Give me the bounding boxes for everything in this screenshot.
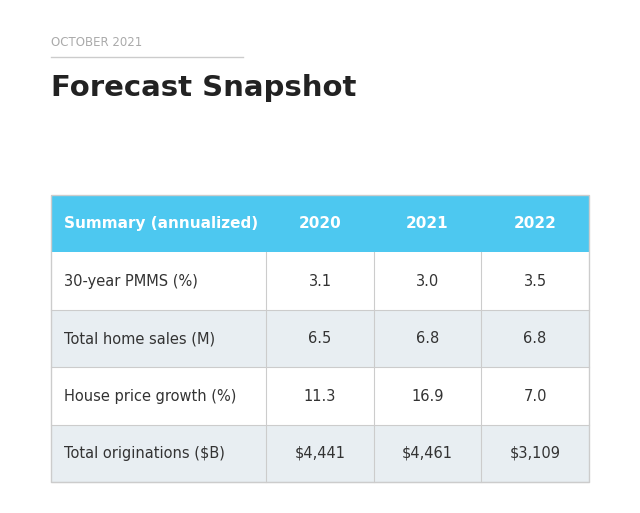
Text: 2021: 2021 <box>406 216 449 231</box>
Text: $4,441: $4,441 <box>294 446 346 461</box>
Text: 3.5: 3.5 <box>524 273 547 289</box>
Text: 6.8: 6.8 <box>524 331 547 346</box>
FancyBboxPatch shape <box>51 252 589 310</box>
Text: 30-year PMMS (%): 30-year PMMS (%) <box>64 273 198 289</box>
Text: 11.3: 11.3 <box>304 388 336 404</box>
Text: Forecast Snapshot: Forecast Snapshot <box>51 74 356 103</box>
FancyBboxPatch shape <box>51 195 589 252</box>
FancyBboxPatch shape <box>51 425 589 482</box>
Text: $3,109: $3,109 <box>509 446 561 461</box>
Text: 6.8: 6.8 <box>416 331 439 346</box>
Text: 2022: 2022 <box>514 216 556 231</box>
Text: 6.5: 6.5 <box>308 331 332 346</box>
Text: Total originations ($B): Total originations ($B) <box>64 446 225 461</box>
Text: 3.1: 3.1 <box>308 273 332 289</box>
Text: House price growth (%): House price growth (%) <box>64 388 236 404</box>
Text: OCTOBER 2021: OCTOBER 2021 <box>51 36 143 49</box>
Text: Total home sales (M): Total home sales (M) <box>64 331 215 346</box>
Text: 3.0: 3.0 <box>416 273 439 289</box>
FancyBboxPatch shape <box>51 367 589 425</box>
Text: 16.9: 16.9 <box>412 388 444 404</box>
FancyBboxPatch shape <box>51 310 589 367</box>
Text: 7.0: 7.0 <box>524 388 547 404</box>
Text: $4,461: $4,461 <box>402 446 453 461</box>
Text: Summary (annualized): Summary (annualized) <box>64 216 258 231</box>
Text: 2020: 2020 <box>299 216 341 231</box>
